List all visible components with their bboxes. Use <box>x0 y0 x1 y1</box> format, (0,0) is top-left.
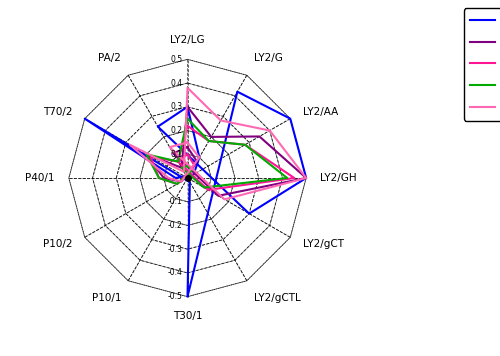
HD <box>192 163 198 168</box>
MVD <box>178 166 184 170</box>
F <box>196 155 202 159</box>
MVD <box>194 159 200 164</box>
MVD <box>161 176 167 180</box>
HD <box>174 182 180 186</box>
FD <box>303 176 309 180</box>
FD <box>181 170 187 174</box>
VD <box>284 176 290 180</box>
FD <box>178 179 184 184</box>
F <box>155 125 161 129</box>
VD <box>242 143 248 147</box>
FD <box>184 140 190 145</box>
F <box>172 176 178 180</box>
F <box>234 90 240 94</box>
F <box>184 105 190 109</box>
F <box>303 176 309 180</box>
VD <box>156 176 162 180</box>
VD <box>189 168 195 172</box>
HD <box>148 155 154 159</box>
FD <box>218 118 224 122</box>
F <box>190 172 196 177</box>
F <box>246 211 252 216</box>
Text: LY2/gCT: LY2/gCT <box>302 240 344 250</box>
MVD <box>178 179 184 184</box>
HD <box>205 188 211 192</box>
HD <box>206 139 212 143</box>
FD <box>166 145 172 149</box>
F <box>184 294 190 299</box>
HD <box>184 152 190 156</box>
HD <box>242 143 248 147</box>
Text: 0.5: 0.5 <box>170 55 183 64</box>
HD <box>184 124 190 128</box>
Text: T70/2: T70/2 <box>43 106 72 116</box>
Text: LY2/gCTL: LY2/gCTL <box>254 293 300 303</box>
Text: -0.3: -0.3 <box>168 245 183 254</box>
MVD <box>216 194 222 198</box>
Text: LY2/LG: LY2/LG <box>170 35 205 45</box>
HD <box>292 176 298 180</box>
HD <box>175 159 181 164</box>
Text: 0.1: 0.1 <box>171 150 183 159</box>
MVD <box>208 135 214 139</box>
VD <box>184 164 190 168</box>
Legend: F, MVD, HD, VD, FD: F, MVD, HD, VD, FD <box>464 8 500 121</box>
Text: -0.2: -0.2 <box>168 221 183 230</box>
FD <box>266 129 272 133</box>
Text: 0.3: 0.3 <box>170 102 183 111</box>
HD <box>156 176 162 180</box>
VD <box>184 116 190 121</box>
Line: F: F <box>84 92 306 297</box>
F <box>288 116 294 121</box>
VD <box>144 152 150 156</box>
Line: MVD: MVD <box>146 107 306 196</box>
Line: HD: HD <box>150 126 294 190</box>
Text: -0.5: -0.5 <box>168 292 183 301</box>
FD <box>184 140 190 145</box>
Text: -0.1: -0.1 <box>168 197 183 206</box>
MVD <box>144 152 150 156</box>
FD <box>184 86 190 90</box>
VD <box>184 164 190 168</box>
Line: FD: FD <box>130 88 306 199</box>
MVD <box>184 105 190 109</box>
Line: VD: VD <box>146 119 287 188</box>
FD <box>166 176 172 180</box>
VD <box>201 185 207 190</box>
MVD <box>303 176 309 180</box>
Text: 0.4: 0.4 <box>170 79 183 88</box>
VD <box>206 139 212 143</box>
Text: 0.2: 0.2 <box>171 126 183 135</box>
MVD <box>184 145 190 149</box>
F <box>184 105 190 109</box>
Text: -0.4: -0.4 <box>168 268 183 277</box>
Text: PA/2: PA/2 <box>98 53 121 63</box>
Text: P10/2: P10/2 <box>43 240 72 250</box>
VD <box>175 159 181 164</box>
HD <box>175 159 181 164</box>
F <box>187 180 193 184</box>
Text: LY2/G: LY2/G <box>254 53 283 63</box>
MVD <box>170 151 176 156</box>
VD <box>178 166 184 170</box>
MVD <box>256 134 262 138</box>
VD <box>174 182 180 186</box>
FD <box>127 143 133 147</box>
Text: T30/1: T30/1 <box>173 311 203 321</box>
Text: LY2/AA: LY2/AA <box>302 106 338 116</box>
Text: LY2/GH: LY2/GH <box>320 173 357 183</box>
Text: P10/1: P10/1 <box>92 293 121 303</box>
Text: P40/1: P40/1 <box>25 173 54 183</box>
FD <box>222 197 228 201</box>
F <box>82 116 87 121</box>
HD <box>184 152 190 156</box>
MVD <box>184 145 190 149</box>
FD <box>196 155 202 159</box>
